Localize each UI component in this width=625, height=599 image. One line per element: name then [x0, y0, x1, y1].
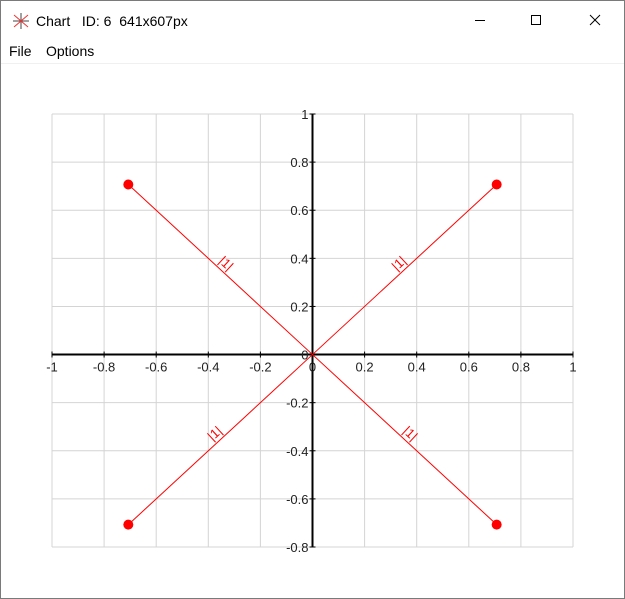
y-tick-label: -0.4	[286, 444, 308, 459]
x-tick-label: -0.2	[249, 360, 271, 375]
x-tick-label: -0.4	[197, 360, 219, 375]
menu-options[interactable]: Options	[46, 43, 95, 59]
axes	[52, 114, 573, 547]
y-tick-label: 0.2	[290, 299, 308, 314]
maximize-icon	[531, 15, 541, 25]
x-tick-label: -1	[46, 360, 58, 375]
y-tick-label: 0.6	[290, 203, 308, 218]
minimize-button[interactable]	[457, 1, 503, 39]
series-point-2	[123, 179, 134, 190]
x-tick-label: 0.4	[408, 360, 426, 375]
x-tick-label: 0.6	[460, 360, 478, 375]
y-tick-label: 0.4	[290, 251, 308, 266]
y-tick-label: 0.8	[290, 155, 308, 170]
y-tick-label: -0.2	[286, 396, 308, 411]
x-tick-label: 0	[309, 360, 316, 375]
series-line-2	[127, 184, 313, 355]
series-point-1	[491, 179, 502, 190]
x-tick-label: -0.6	[145, 360, 167, 375]
menu-file[interactable]: File	[9, 43, 32, 59]
series-label-2: |1|	[216, 253, 236, 274]
menu-bar: File Options	[1, 39, 624, 64]
window-title: Chart ID: 6 641x607px	[36, 13, 188, 29]
maximize-button[interactable]	[513, 1, 559, 39]
series-line-3	[127, 354, 313, 525]
x-tick-label: 0.2	[356, 360, 374, 375]
series-label-3: |1|	[204, 423, 224, 444]
series-line-1	[312, 184, 498, 355]
minimize-icon	[475, 20, 485, 21]
close-button[interactable]	[572, 1, 618, 39]
title-bar[interactable]: Chart ID: 6 641x607px	[1, 1, 624, 39]
x-tick-label: 0.8	[512, 360, 530, 375]
close-icon	[589, 14, 601, 26]
y-tick-label: -0.8	[286, 540, 308, 555]
y-tick-label: 1	[301, 107, 308, 122]
y-tick-label: 0	[301, 348, 308, 363]
y-tick-label: -0.6	[286, 492, 308, 507]
x-tick-label: 1	[569, 360, 576, 375]
tick-labels: -1 -0.8 -0.6 -0.4 -0.2 0 0.2 0.4 0.6 0.8 1 1 0.8 0.6 0…	[46, 107, 576, 555]
series-point-4	[491, 519, 502, 530]
chart-app-icon	[11, 11, 31, 31]
series-label-1: |1|	[389, 253, 409, 274]
chart-area: -1 -0.8 -0.6 -0.4 -0.2 0 0.2 0.4 0.6 0.8 1 1 0.8 0.6 0…	[46, 107, 576, 555]
series-label-4: |1|	[400, 423, 420, 444]
series-point-3	[123, 519, 134, 530]
series-line-4	[312, 354, 498, 525]
x-tick-label: -0.8	[93, 360, 115, 375]
